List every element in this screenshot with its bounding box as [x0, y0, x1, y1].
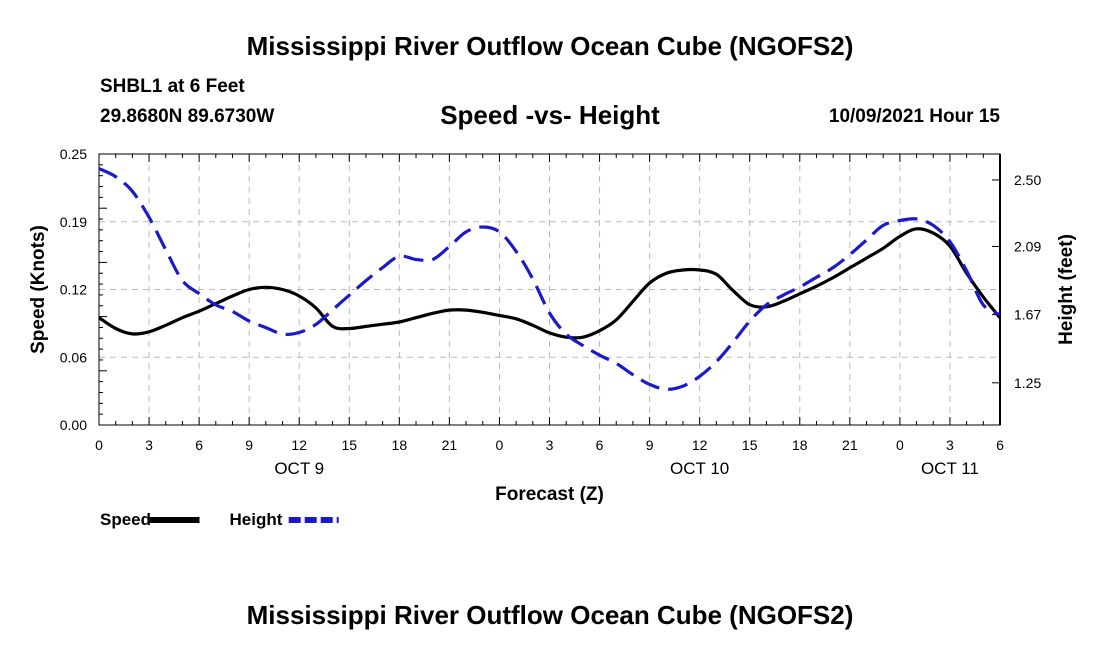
x-tick-label: 18	[792, 437, 808, 453]
y-tick-label: 0.06	[60, 349, 87, 365]
x-tick-label: 3	[546, 437, 554, 453]
x-tick-label: 6	[596, 437, 604, 453]
x-tick-label: 3	[145, 437, 153, 453]
grid	[99, 154, 1000, 425]
legend-label-speed: Speed	[100, 510, 151, 529]
series-line-speed	[98, 227, 1002, 340]
series	[98, 167, 1002, 391]
station-label: SHBL1 at 6 Feet	[100, 76, 245, 97]
day-label: OCT 9	[274, 459, 324, 478]
x-tick-label: 15	[742, 437, 758, 453]
x-tick-label: 9	[245, 437, 253, 453]
y2-axis-title: Height (feet)	[1056, 234, 1077, 345]
day-label: OCT 11	[921, 459, 979, 478]
y-axis-title: Speed (Knots)	[28, 225, 49, 354]
y-tick-label: 0.00	[60, 417, 87, 433]
footer-title: Mississippi River Outflow Ocean Cube (NG…	[246, 600, 854, 630]
x-axis-title: Forecast (Z)	[495, 484, 604, 505]
x-tick-label: 15	[341, 437, 357, 453]
forecast-datetime: 10/09/2021 Hour 15	[828, 106, 1000, 127]
x-tick-label: 12	[692, 437, 708, 453]
y-tick-label: 0.12	[60, 282, 87, 298]
x-tick-label: 18	[392, 437, 408, 453]
x-tick-label: 0	[95, 437, 103, 453]
day-label: OCT 10	[670, 459, 729, 478]
x-tick-label: 3	[946, 437, 954, 453]
x-tick-label: 9	[646, 437, 654, 453]
y2-tick-label: 2.50	[1014, 172, 1041, 188]
axes	[98, 153, 1001, 426]
x-tick-label: 21	[442, 437, 458, 453]
station-coordinates: 29.8680N 89.6730W	[100, 106, 275, 127]
chart-title: Mississippi River Outflow Ocean Cube (NG…	[246, 31, 854, 61]
x-tick-label: 12	[291, 437, 307, 453]
y-tick-label: 0.25	[60, 146, 87, 162]
chart-subtitle: Speed -vs- Height	[440, 100, 660, 130]
x-tick-label: 6	[996, 437, 1004, 453]
y2-tick-label: 1.67	[1014, 307, 1041, 323]
legend-label-height: Height	[230, 510, 283, 529]
x-tick-label: 0	[496, 437, 504, 453]
y2-tick-label: 1.25	[1014, 375, 1041, 391]
series-line-height	[98, 167, 1001, 391]
x-tick-label: 6	[195, 437, 203, 453]
axis-labels: 0 3 6 9 12 15 18 21 0 3 6 9 12 15 18 21 0 3 6 OCT 9 OCT 10 OC…	[28, 146, 1077, 505]
y2-tick-label: 2.09	[1014, 238, 1041, 254]
y-tick-label: 0.19	[60, 214, 87, 230]
x-tick-label: 21	[842, 437, 858, 453]
legend: Speed Height	[100, 510, 339, 529]
x-tick-label: 0	[896, 437, 904, 453]
